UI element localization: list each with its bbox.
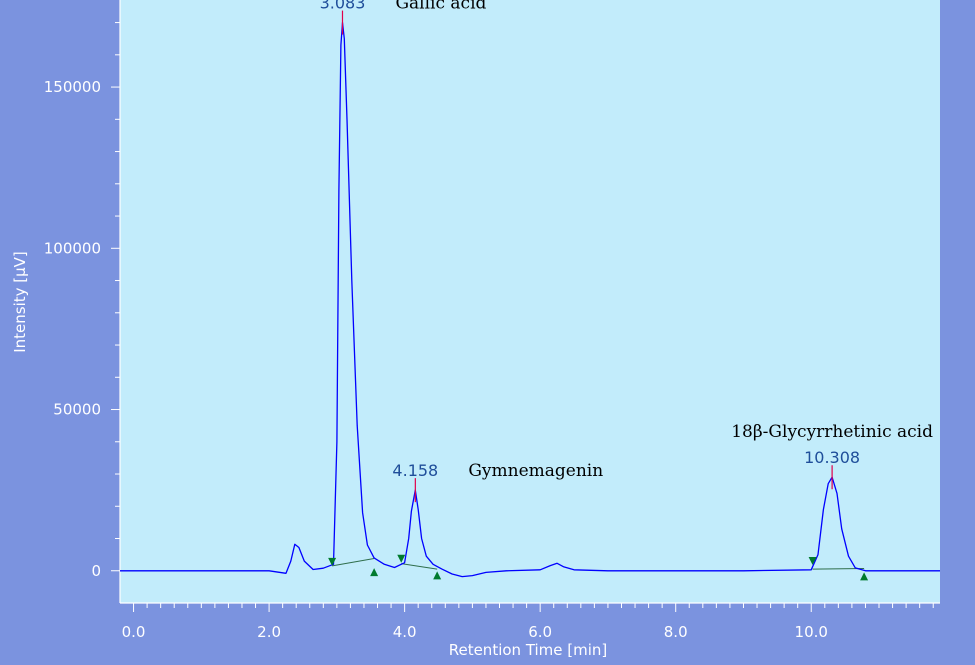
peak-retention-label: 4.158 [392, 461, 438, 480]
peak-annotations: 3.083 Gallic acid 4.158 Gymnemagenin 10.308 1… [320, 0, 933, 503]
x-tick-label: 4.0 [393, 623, 417, 641]
x-tick-label: 2.0 [257, 623, 281, 641]
y-axis-title: Intensity [µV] [11, 251, 29, 353]
plot-background [120, 0, 940, 603]
trace-group [120, 21, 940, 578]
peak-end-marker [433, 571, 442, 580]
peak-name-label: 18β-Glycyrrhetinic acid [731, 422, 933, 442]
peak-end-marker [370, 568, 379, 577]
peak-end-marker [860, 572, 869, 581]
integration-markers [328, 554, 869, 581]
peak-name-label: Gallic acid [395, 0, 486, 14]
x-axis-title: Retention Time [min] [449, 641, 608, 659]
peak-start-marker [397, 554, 406, 563]
axes: 0.0 2.0 4.0 6.0 8.0 10.0 0 50000 100000 150000 [44, 0, 940, 641]
y-tick-label: 0 [91, 562, 101, 580]
peak-start-marker [328, 557, 337, 566]
x-tick-label: 8.0 [664, 623, 688, 641]
x-tick-label: 0.0 [122, 623, 146, 641]
chromatogram-trace [120, 21, 940, 578]
peak-retention-label: 3.083 [320, 0, 366, 13]
peak-retention-label: 10.308 [804, 448, 860, 467]
peak-start-marker [808, 556, 817, 565]
x-tick-label: 10.0 [795, 623, 828, 641]
y-tick-label: 100000 [44, 239, 101, 257]
peak-baseline [401, 563, 438, 570]
y-tick-label: 50000 [53, 401, 101, 419]
peak-name-label: Gymnemagenin [468, 461, 603, 481]
peak-baseline [332, 558, 375, 567]
y-tick-label: 150000 [44, 78, 101, 96]
x-tick-label: 6.0 [528, 623, 552, 641]
